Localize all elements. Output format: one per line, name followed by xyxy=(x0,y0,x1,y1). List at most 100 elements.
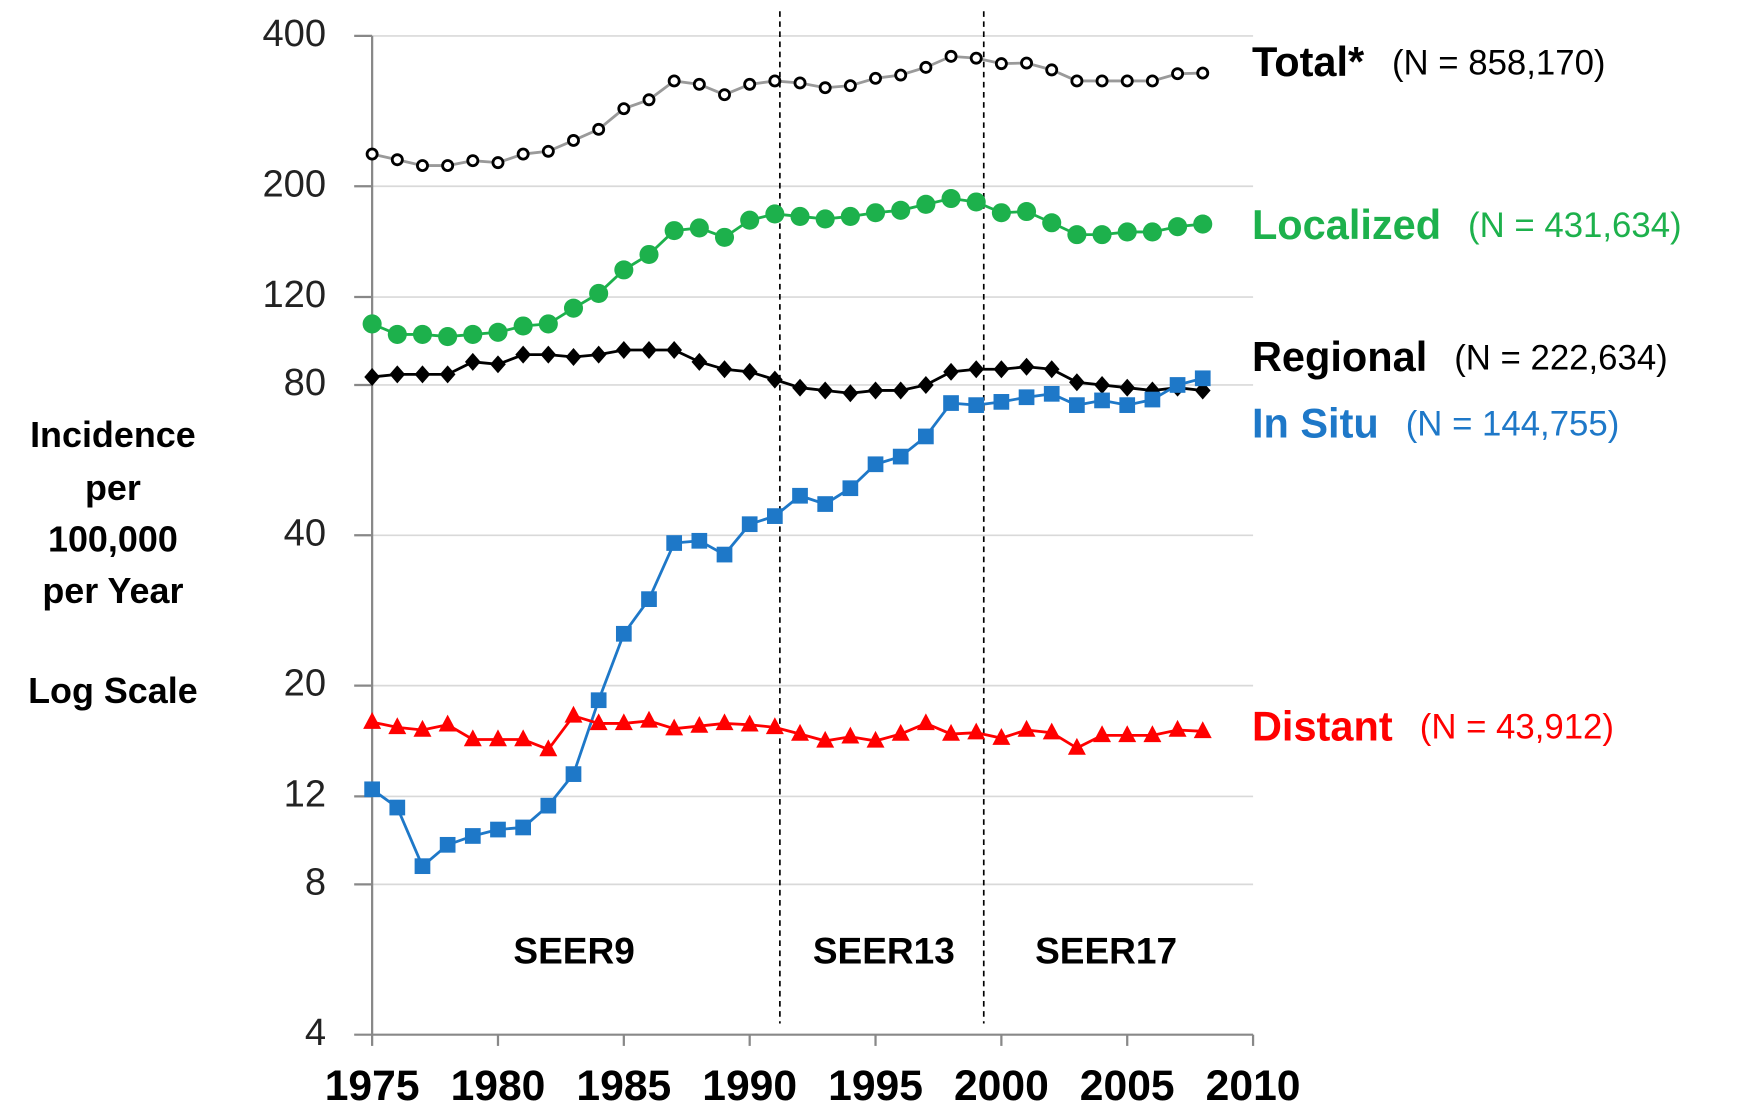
point xyxy=(414,858,431,875)
point xyxy=(765,717,784,735)
point xyxy=(942,723,961,741)
point xyxy=(865,203,886,223)
point xyxy=(589,713,608,731)
point xyxy=(1017,719,1036,737)
y-axis-note: Log Scale xyxy=(28,670,198,711)
point xyxy=(816,730,835,748)
point xyxy=(615,341,632,359)
series-note: (N = 222,634) xyxy=(1454,339,1668,377)
series-note: (N = 431,634) xyxy=(1468,207,1682,245)
point xyxy=(389,799,406,816)
point xyxy=(765,204,785,224)
point xyxy=(416,159,429,173)
point xyxy=(466,154,480,168)
point xyxy=(563,298,584,318)
point xyxy=(665,718,684,736)
point xyxy=(894,68,908,82)
point xyxy=(840,206,860,226)
point xyxy=(488,322,508,342)
point xyxy=(489,729,507,747)
series-line xyxy=(371,197,1203,338)
series-name: Localized xyxy=(1252,201,1441,248)
point xyxy=(639,244,659,265)
point xyxy=(716,546,733,563)
point xyxy=(944,49,958,63)
point xyxy=(968,360,985,379)
point xyxy=(1193,721,1212,739)
point xyxy=(491,156,505,170)
point xyxy=(867,456,884,473)
point xyxy=(1092,225,1112,245)
point xyxy=(943,395,959,411)
series-name: Distant xyxy=(1252,702,1393,749)
point xyxy=(1069,397,1085,413)
y-tick-label: 20 xyxy=(284,662,326,705)
point xyxy=(515,345,532,364)
point xyxy=(1119,397,1136,413)
point xyxy=(1017,201,1037,222)
point xyxy=(463,729,482,747)
point xyxy=(817,381,834,400)
series xyxy=(365,49,1210,173)
point xyxy=(1117,222,1137,242)
region-label: SEER13 xyxy=(813,930,955,972)
point xyxy=(991,203,1011,223)
point xyxy=(891,200,911,220)
point xyxy=(1070,74,1084,88)
y-axis-label: per Year xyxy=(42,570,183,611)
point xyxy=(641,591,657,607)
point xyxy=(1067,737,1086,755)
y-tick-label: 4 xyxy=(305,1011,326,1054)
point xyxy=(741,516,758,533)
point xyxy=(766,508,783,524)
point xyxy=(463,324,483,344)
point xyxy=(614,260,634,280)
y-tick-label: 12 xyxy=(284,772,326,815)
point xyxy=(1193,214,1213,234)
y-tick-label: 80 xyxy=(284,361,326,404)
series-name: In Situ xyxy=(1252,399,1379,446)
y-tick-label: 8 xyxy=(305,860,326,903)
point xyxy=(1144,391,1161,408)
y-axis-label: per xyxy=(85,467,141,508)
point xyxy=(590,692,607,709)
point xyxy=(867,381,884,400)
point xyxy=(792,487,808,504)
point xyxy=(992,728,1011,745)
point xyxy=(869,71,882,85)
point xyxy=(791,723,809,741)
point xyxy=(490,821,506,838)
series-name: Total* xyxy=(1252,38,1365,85)
series xyxy=(364,370,1211,875)
series-note: (N = 858,170) xyxy=(1392,44,1606,82)
point xyxy=(664,221,684,241)
point xyxy=(690,715,709,733)
point xyxy=(743,77,757,91)
region-label: SEER9 xyxy=(513,930,634,972)
point xyxy=(1142,222,1162,242)
point xyxy=(666,341,683,359)
point xyxy=(1042,722,1061,740)
point xyxy=(640,710,658,728)
point xyxy=(567,134,580,147)
point xyxy=(943,362,959,381)
series-line xyxy=(371,54,1203,167)
point xyxy=(993,394,1010,410)
point xyxy=(1043,360,1060,379)
series-line xyxy=(371,714,1203,752)
point xyxy=(414,365,431,384)
point xyxy=(439,836,456,853)
point xyxy=(966,192,986,212)
point xyxy=(916,194,936,214)
point xyxy=(969,51,983,65)
point xyxy=(516,147,530,161)
point xyxy=(740,714,759,732)
point xyxy=(589,283,609,303)
point xyxy=(1194,370,1211,387)
point xyxy=(768,74,782,88)
y-tick-label: 400 xyxy=(262,12,326,55)
point xyxy=(689,218,709,238)
region-label: SEER17 xyxy=(1035,930,1177,972)
point xyxy=(390,153,404,167)
